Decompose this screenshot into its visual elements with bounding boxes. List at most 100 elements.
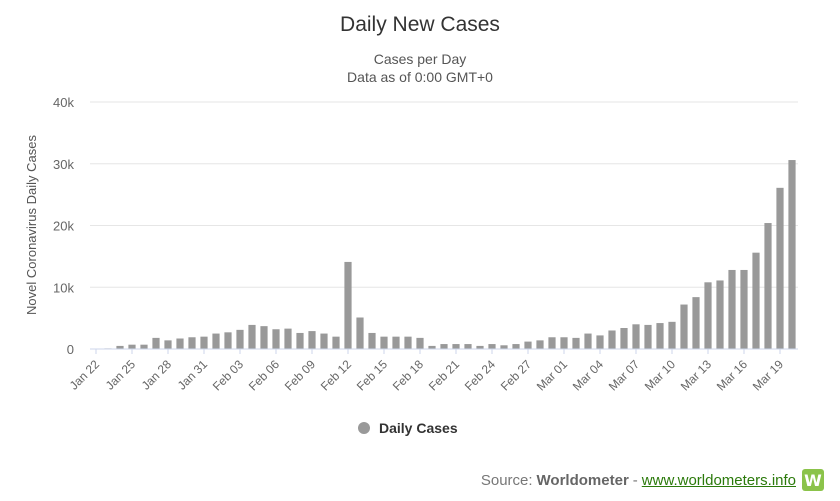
bar[interactable] xyxy=(248,324,256,349)
x-tick-label: Feb 12 xyxy=(318,357,355,394)
bar[interactable] xyxy=(728,269,736,349)
y-tick-label: 10k xyxy=(53,280,74,295)
bar[interactable] xyxy=(368,332,376,349)
bar[interactable] xyxy=(284,328,292,349)
x-tick-label: Mar 01 xyxy=(534,357,571,394)
bar[interactable] xyxy=(128,344,136,349)
legend[interactable]: Daily Cases xyxy=(358,420,458,436)
bar[interactable] xyxy=(260,326,268,349)
bar[interactable] xyxy=(716,280,724,349)
x-tick-label: Jan 28 xyxy=(139,357,175,393)
x-tick-label: Mar 16 xyxy=(714,357,751,394)
bar[interactable] xyxy=(632,324,640,349)
bar[interactable] xyxy=(380,336,388,349)
bar[interactable] xyxy=(620,328,628,349)
bar[interactable] xyxy=(272,329,280,349)
x-tick-label: Jan 31 xyxy=(175,357,211,393)
bar[interactable] xyxy=(608,330,616,349)
y-axis-ticks: 0 10k 20k 30k 40k xyxy=(53,95,74,357)
y-tick-label: 0 xyxy=(67,342,74,357)
y-tick-label: 30k xyxy=(53,157,74,172)
bar-series xyxy=(104,160,796,349)
x-axis-ticks: Jan 22 Jan 25 Jan 28 Jan 31 Feb 03 Feb 06 Feb … xyxy=(67,349,787,394)
bar[interactable] xyxy=(236,329,244,349)
bar[interactable] xyxy=(392,336,400,349)
bar[interactable] xyxy=(296,332,304,349)
x-tick-label: Feb 18 xyxy=(390,357,427,394)
bar[interactable] xyxy=(740,269,748,349)
y-axis-title: Novel Coronavirus Daily Cases xyxy=(24,135,39,315)
chart-subtitle-line1: Cases per Day xyxy=(374,51,467,67)
bar[interactable] xyxy=(704,282,712,349)
bar[interactable] xyxy=(308,331,316,349)
bar[interactable] xyxy=(212,333,220,349)
x-tick-label: Mar 04 xyxy=(570,357,607,394)
bar[interactable] xyxy=(152,337,160,349)
bar[interactable] xyxy=(464,344,472,349)
bar[interactable] xyxy=(176,338,184,349)
bar[interactable] xyxy=(776,187,784,349)
source-prefix: Source: xyxy=(480,471,533,489)
bar[interactable] xyxy=(512,344,520,349)
bar[interactable] xyxy=(116,345,124,349)
bar[interactable] xyxy=(164,340,172,349)
bar[interactable] xyxy=(476,345,484,349)
bar[interactable] xyxy=(752,252,760,349)
bar[interactable] xyxy=(548,337,556,349)
bar[interactable] xyxy=(416,337,424,349)
bar[interactable] xyxy=(188,337,196,349)
bar[interactable] xyxy=(488,344,496,349)
bar[interactable] xyxy=(344,261,352,349)
bar[interactable] xyxy=(668,321,676,349)
bar[interactable] xyxy=(656,323,664,349)
bar[interactable] xyxy=(200,336,208,349)
source-link[interactable]: www.worldometers.info xyxy=(641,471,796,489)
bar[interactable] xyxy=(140,344,148,349)
x-tick-label: Feb 03 xyxy=(210,357,247,394)
bar[interactable] xyxy=(404,336,412,349)
bar[interactable] xyxy=(500,345,508,349)
bar[interactable] xyxy=(764,223,772,349)
bar[interactable] xyxy=(692,297,700,349)
x-tick-label: Jan 25 xyxy=(103,357,139,393)
bar[interactable] xyxy=(332,336,340,349)
bar[interactable] xyxy=(680,304,688,349)
x-tick-label: Mar 19 xyxy=(750,357,787,394)
bar[interactable] xyxy=(596,335,604,349)
x-tick-label: Mar 10 xyxy=(642,357,679,394)
chart-title: Daily New Cases xyxy=(340,13,500,36)
x-tick-label: Feb 06 xyxy=(246,357,283,394)
source-credit: Source: Worldometer - www.worldometers.i… xyxy=(481,469,824,491)
x-tick-label: Mar 07 xyxy=(606,357,643,394)
bar[interactable] xyxy=(536,340,544,349)
bar[interactable] xyxy=(428,345,436,349)
source-brand: Worldometer xyxy=(536,471,629,489)
x-tick-label: Feb 15 xyxy=(354,357,391,394)
x-tick-label: Feb 09 xyxy=(282,357,319,394)
x-tick-label: Mar 13 xyxy=(678,357,715,394)
chart-subtitle-line2: Data as of 0:00 GMT+0 xyxy=(347,69,493,85)
bar[interactable] xyxy=(572,337,580,349)
bar[interactable] xyxy=(560,337,568,349)
worldometer-logo-icon: W xyxy=(802,469,824,491)
x-tick-label: Feb 24 xyxy=(462,357,499,394)
bar[interactable] xyxy=(584,333,592,349)
y-tick-label: 20k xyxy=(53,219,74,234)
bar[interactable] xyxy=(644,324,652,349)
x-tick-label: Feb 27 xyxy=(498,357,535,394)
bar[interactable] xyxy=(788,160,796,349)
y-tick-label: 40k xyxy=(53,95,74,110)
x-tick-label: Feb 21 xyxy=(426,357,463,394)
x-tick-label: Jan 22 xyxy=(67,357,103,393)
legend-marker-icon xyxy=(358,422,370,434)
bar[interactable] xyxy=(452,344,460,349)
source-separator: - xyxy=(632,471,638,489)
bar[interactable] xyxy=(224,332,232,349)
bar[interactable] xyxy=(320,333,328,349)
bar[interactable] xyxy=(356,317,364,349)
grid-lines xyxy=(90,101,798,288)
bar[interactable] xyxy=(524,341,532,349)
legend-label[interactable]: Daily Cases xyxy=(379,420,458,436)
bar[interactable] xyxy=(440,344,448,349)
